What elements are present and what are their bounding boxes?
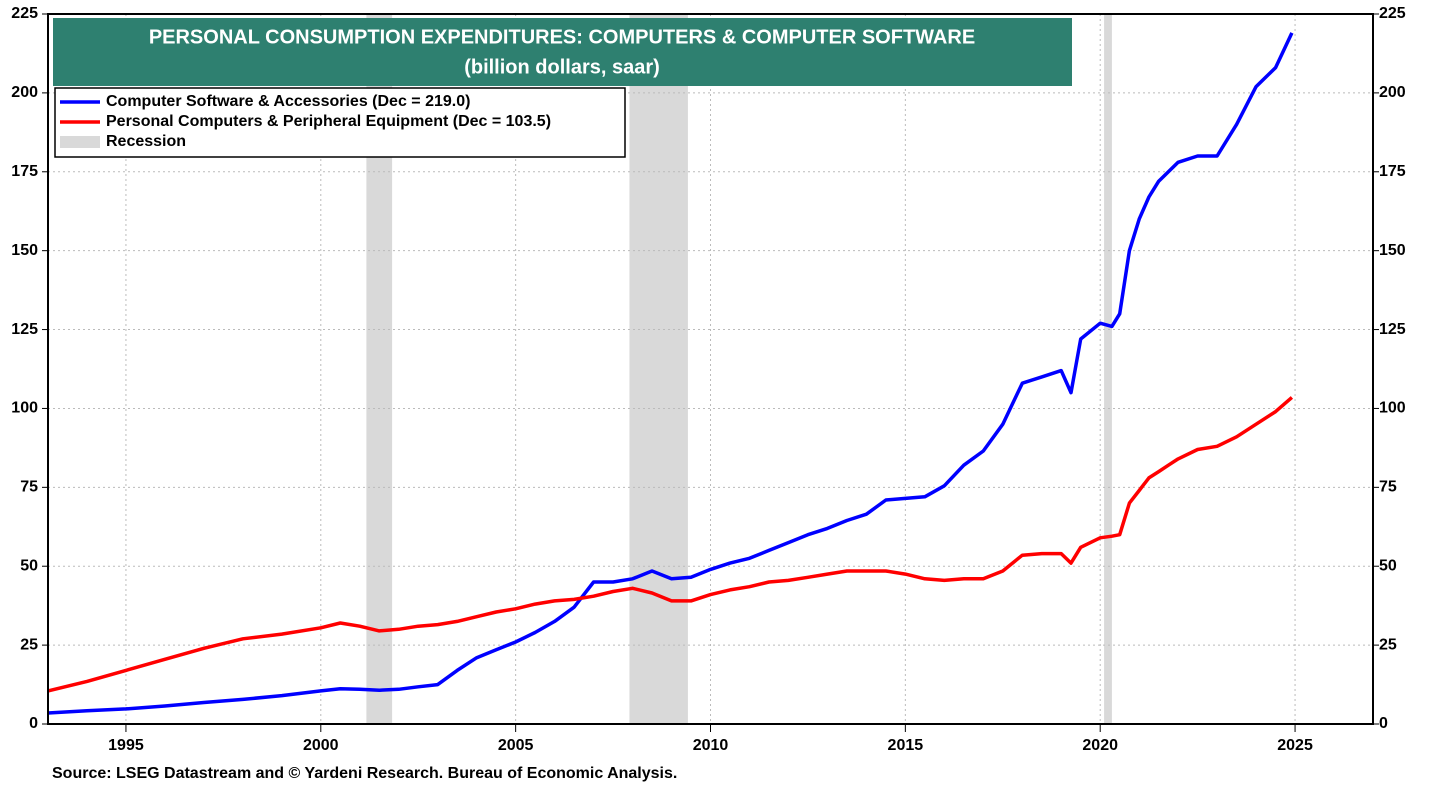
y-tick-label: 100 [11, 400, 38, 417]
y2-tick-label: 50 [1379, 557, 1397, 574]
y2-tick-label: 25 [1379, 636, 1397, 653]
x-tick-label: 2015 [888, 737, 924, 754]
legend-label: Computer Software & Accessories (Dec = 2… [106, 93, 470, 110]
y2-tick-label: 150 [1379, 242, 1406, 259]
recession-band [1104, 14, 1112, 724]
y-tick-label: 225 [11, 5, 38, 22]
y2-tick-label: 0 [1379, 715, 1388, 732]
legend-swatch [60, 136, 100, 148]
y-tick-label: 200 [11, 84, 38, 101]
plot-lines [47, 32, 1294, 715]
x-tick-label: 2000 [303, 737, 339, 754]
y2-tick-label: 125 [1379, 321, 1406, 338]
y-tick-label: 50 [20, 557, 38, 574]
y2-tick-label: 200 [1379, 84, 1406, 101]
x-tick-label: 2005 [498, 737, 534, 754]
y-tick-label: 150 [11, 242, 38, 259]
x-tick-label: 1995 [108, 737, 144, 754]
y-tick-label: 175 [11, 163, 38, 180]
source-note: Source: LSEG Datastream and © Yardeni Re… [52, 765, 677, 782]
x-tick-label: 2025 [1277, 737, 1313, 754]
series-line [47, 396, 1294, 693]
series-line [47, 32, 1294, 715]
legend-box [54, 87, 626, 158]
legend-label: Recession [106, 133, 186, 150]
chart-title: PERSONAL CONSUMPTION EXPENDITURES: COMPU… [149, 26, 975, 48]
y2-tick-label: 75 [1379, 479, 1397, 496]
y-tick-label: 0 [29, 715, 38, 732]
title-box [53, 18, 1072, 86]
chart-subtitle: (billion dollars, saar) [464, 56, 660, 78]
legend-label: Personal Computers & Peripheral Equipmen… [106, 113, 551, 130]
y2-tick-label: 100 [1379, 400, 1406, 417]
x-tick-label: 2020 [1082, 737, 1118, 754]
y2-tick-label: 175 [1379, 163, 1406, 180]
recession-band [629, 14, 688, 724]
y-tick-label: 75 [20, 479, 38, 496]
y-tick-label: 25 [20, 636, 38, 653]
y2-tick-label: 225 [1379, 5, 1406, 22]
x-tick-label: 2010 [693, 737, 729, 754]
y-tick-label: 125 [11, 321, 38, 338]
